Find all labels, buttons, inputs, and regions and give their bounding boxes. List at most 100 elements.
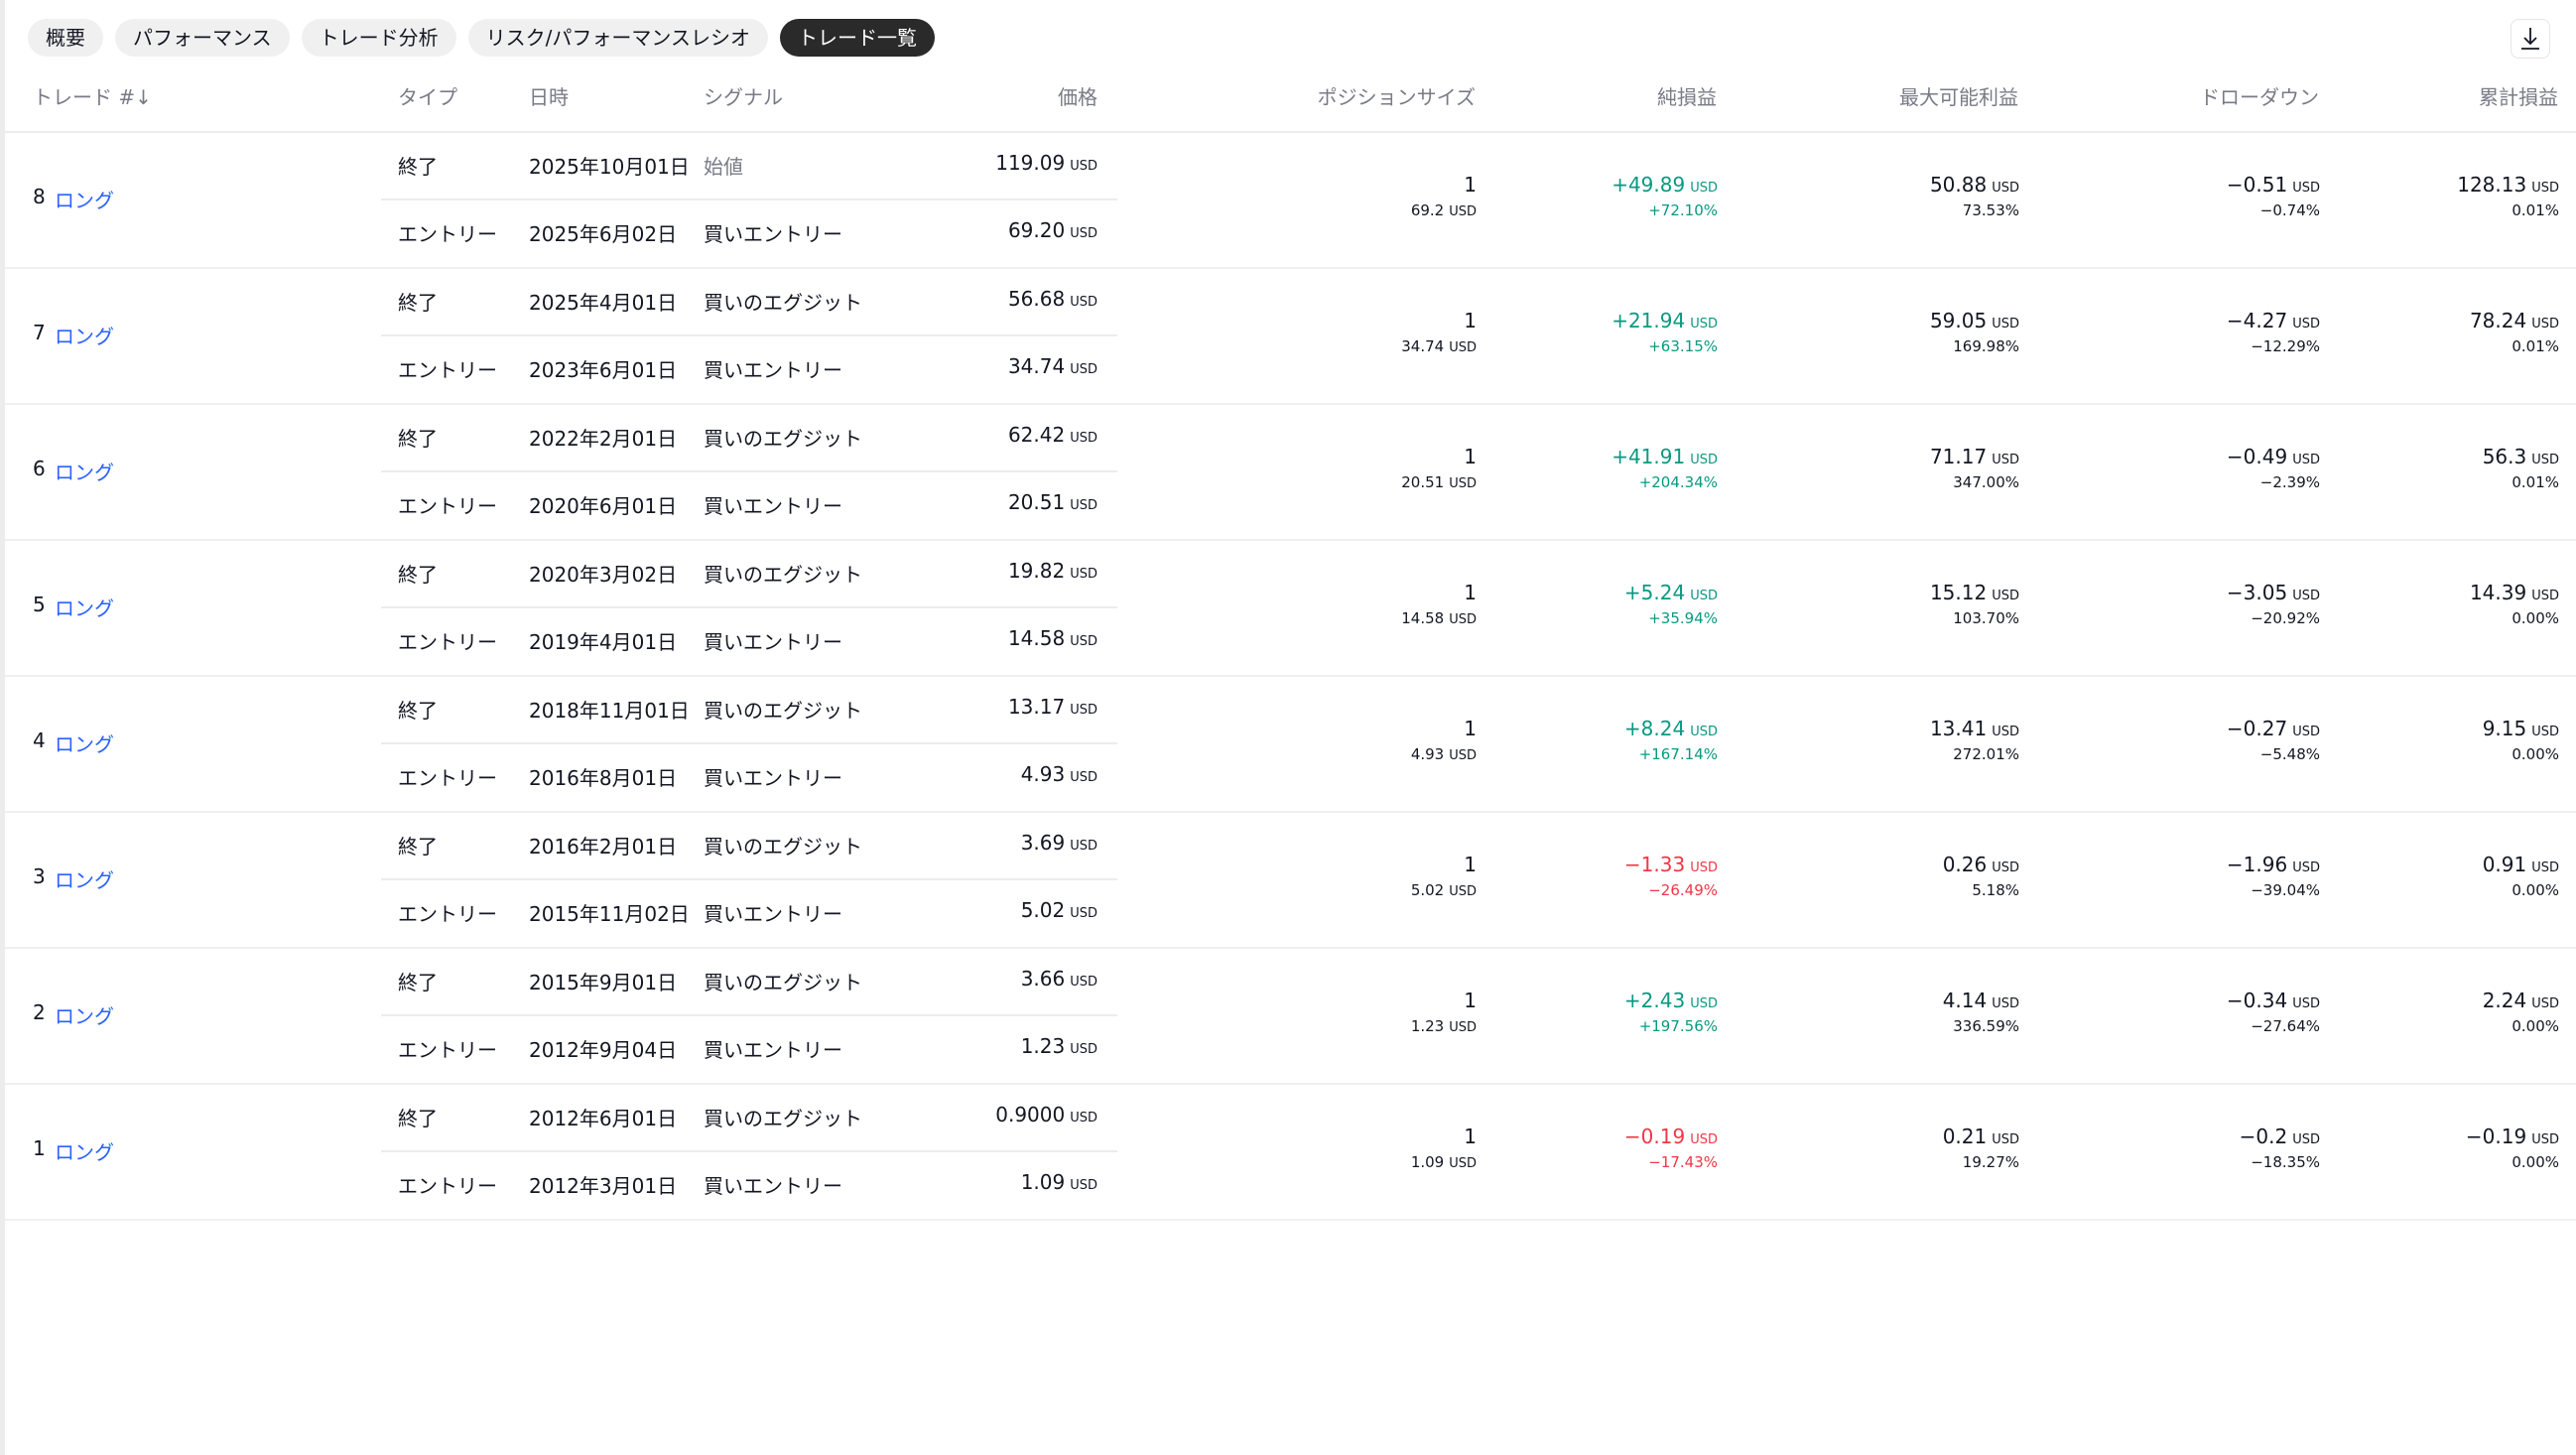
- max-profit-pct: 347.00%: [1953, 473, 2019, 491]
- currency-unit: USD: [1070, 906, 1097, 921]
- exit-price-value: 19.82: [1007, 559, 1066, 583]
- entry-signal: 買いエントリー: [704, 218, 842, 247]
- cumulative-pnl-value: −0.19: [2465, 1124, 2527, 1148]
- exit-price: 19.82 USD: [1008, 559, 1097, 583]
- entry-date-value: 2012年3月01日: [529, 1174, 678, 1198]
- exit-signal-value: 買いのエグジット: [704, 835, 862, 859]
- entry-price-value: 1.09: [1020, 1170, 1066, 1194]
- drawdown-pct-value: −39.04%: [2251, 881, 2320, 899]
- cumulative-pnl: 56.3 USD: [2483, 445, 2559, 468]
- position-qty-value: 1: [1464, 853, 1477, 876]
- trade-row: 4 ロング 終了 2018年11月01日 買いのエグジット 13.17 USD エ…: [5, 675, 2576, 813]
- exit-row: 終了 2016年2月01日 買いのエグジット 3.69 USD: [381, 811, 1117, 880]
- net-pnl-pct-value: −26.49%: [1648, 881, 1718, 899]
- net-pnl: +8.24 USD: [1624, 717, 1718, 740]
- position-value: 20.51 USD: [1401, 473, 1477, 491]
- exit-row: 終了 2025年4月01日 買いのエグジット 56.68 USD: [381, 267, 1117, 336]
- net-pnl-pct-value: +197.56%: [1638, 1017, 1718, 1035]
- max-profit-pct: 169.98%: [1953, 337, 2019, 355]
- drawdown-value: −4.27: [2226, 309, 2288, 332]
- net-pnl: +21.94 USD: [1611, 309, 1718, 332]
- cumulative-pnl: 2.24 USD: [2483, 989, 2559, 1012]
- entry-price-value: 1.23: [1020, 1034, 1066, 1058]
- cumulative-pnl-value: 78.24: [2469, 309, 2527, 332]
- entry-date-value: 2023年6月01日: [529, 358, 678, 382]
- net-pnl-pct: −17.43%: [1648, 1153, 1718, 1171]
- cumulative-pnl-pct-value: 0.00%: [2512, 609, 2559, 627]
- entry-type: エントリー: [398, 1170, 497, 1199]
- currency-unit: USD: [1070, 295, 1097, 310]
- trade-side-link[interactable]: ロング: [55, 1140, 114, 1164]
- trade-side-link[interactable]: ロング: [55, 732, 114, 756]
- entry-type-value: エントリー: [398, 222, 497, 246]
- tab-4[interactable]: トレード一覧: [779, 19, 935, 57]
- header-trade-number[interactable]: トレード #↓: [33, 85, 152, 109]
- entry-price-value: 14.58: [1007, 626, 1066, 650]
- trade-side-link[interactable]: ロング: [55, 868, 114, 892]
- max-profit-value: 50.88: [1929, 173, 1988, 197]
- header-price: 価格: [1058, 85, 1097, 109]
- max-profit-pct: 103.70%: [1953, 609, 2019, 627]
- entry-type: エントリー: [398, 626, 497, 655]
- entry-date-value: 2015年11月02日: [529, 902, 690, 926]
- position-qty-value: 1: [1464, 173, 1477, 197]
- entry-type-value: エントリー: [398, 494, 497, 518]
- trade-side-link[interactable]: ロング: [55, 596, 114, 620]
- net-pnl-value: −1.33: [1623, 853, 1686, 876]
- exit-signal: 買いのエグジット: [704, 967, 862, 995]
- exit-price: 119.09 USD: [995, 151, 1097, 175]
- exit-price: 13.17 USD: [1008, 695, 1097, 719]
- entry-type-value: エントリー: [398, 358, 497, 382]
- cumulative-pnl: 0.91 USD: [2483, 853, 2559, 876]
- entry-type: エントリー: [398, 1034, 497, 1063]
- exit-type: 終了: [398, 831, 438, 860]
- tab-3[interactable]: リスク/パフォーマンスレシオ: [467, 19, 768, 57]
- entry-row: エントリー 2016年8月01日 買いエントリー 4.93 USD: [381, 742, 1117, 810]
- entry-row: エントリー 2023年6月01日 買いエントリー 34.74 USD: [381, 334, 1117, 402]
- position-qty: 1: [1464, 989, 1477, 1012]
- max-profit-pct-value: 73.53%: [1962, 201, 2019, 219]
- exit-date: 2025年10月01日: [529, 151, 690, 180]
- currency-unit: USD: [2292, 860, 2320, 875]
- currency-unit: USD: [1449, 884, 1477, 899]
- position-value: 69.2 USD: [1411, 201, 1477, 219]
- net-pnl: −0.19 USD: [1624, 1124, 1718, 1148]
- position-qty: 1: [1464, 853, 1477, 876]
- entry-signal-value: 買いエントリー: [704, 222, 842, 246]
- cumulative-pnl-pct: 0.01%: [2512, 473, 2559, 491]
- trade-side-link[interactable]: ロング: [55, 325, 114, 348]
- trade-side-link[interactable]: ロング: [55, 189, 114, 212]
- entry-signal: 買いエントリー: [704, 1170, 842, 1199]
- entry-type: エントリー: [398, 762, 497, 791]
- tab-1[interactable]: パフォーマンス: [115, 19, 290, 57]
- entry-price: 20.51 USD: [1008, 490, 1097, 514]
- exit-date-value: 2016年2月01日: [529, 835, 678, 859]
- exit-price: 56.68 USD: [1008, 287, 1097, 311]
- trade-side-link[interactable]: ロング: [55, 1004, 114, 1028]
- cumulative-pnl: 128.13 USD: [2457, 173, 2559, 197]
- cumulative-pnl-pct: 0.00%: [2512, 881, 2559, 899]
- position-qty: 1: [1464, 1124, 1477, 1148]
- exit-signal-value: 買いのエグジット: [704, 1107, 862, 1130]
- download-button[interactable]: [2511, 19, 2550, 59]
- currency-unit: USD: [1690, 996, 1718, 1011]
- net-pnl-pct: +63.15%: [1648, 337, 1718, 355]
- drawdown-pct-value: −0.74%: [2259, 201, 2320, 219]
- tab-2[interactable]: トレード分析: [301, 19, 456, 57]
- entry-signal-value: 買いエントリー: [704, 1174, 842, 1198]
- currency-unit: USD: [2531, 1132, 2559, 1147]
- entry-signal: 買いエントリー: [704, 626, 842, 655]
- trade-side-link[interactable]: ロング: [55, 461, 114, 484]
- position-qty-value: 1: [1464, 717, 1477, 740]
- currency-unit: USD: [2292, 996, 2320, 1011]
- cumulative-pnl: −0.19 USD: [2466, 1124, 2559, 1148]
- drawdown: −0.34 USD: [2227, 989, 2320, 1012]
- currency-unit: USD: [1449, 1020, 1477, 1035]
- currency-unit: USD: [1449, 204, 1477, 219]
- entry-date-value: 2025年6月02日: [529, 222, 678, 246]
- exit-date: 2018年11月01日: [529, 695, 690, 724]
- cumulative-pnl-value: 128.13: [2457, 173, 2527, 197]
- currency-unit: USD: [1070, 1178, 1097, 1193]
- entry-signal-value: 買いエントリー: [704, 902, 842, 926]
- tab-0[interactable]: 概要: [28, 19, 103, 57]
